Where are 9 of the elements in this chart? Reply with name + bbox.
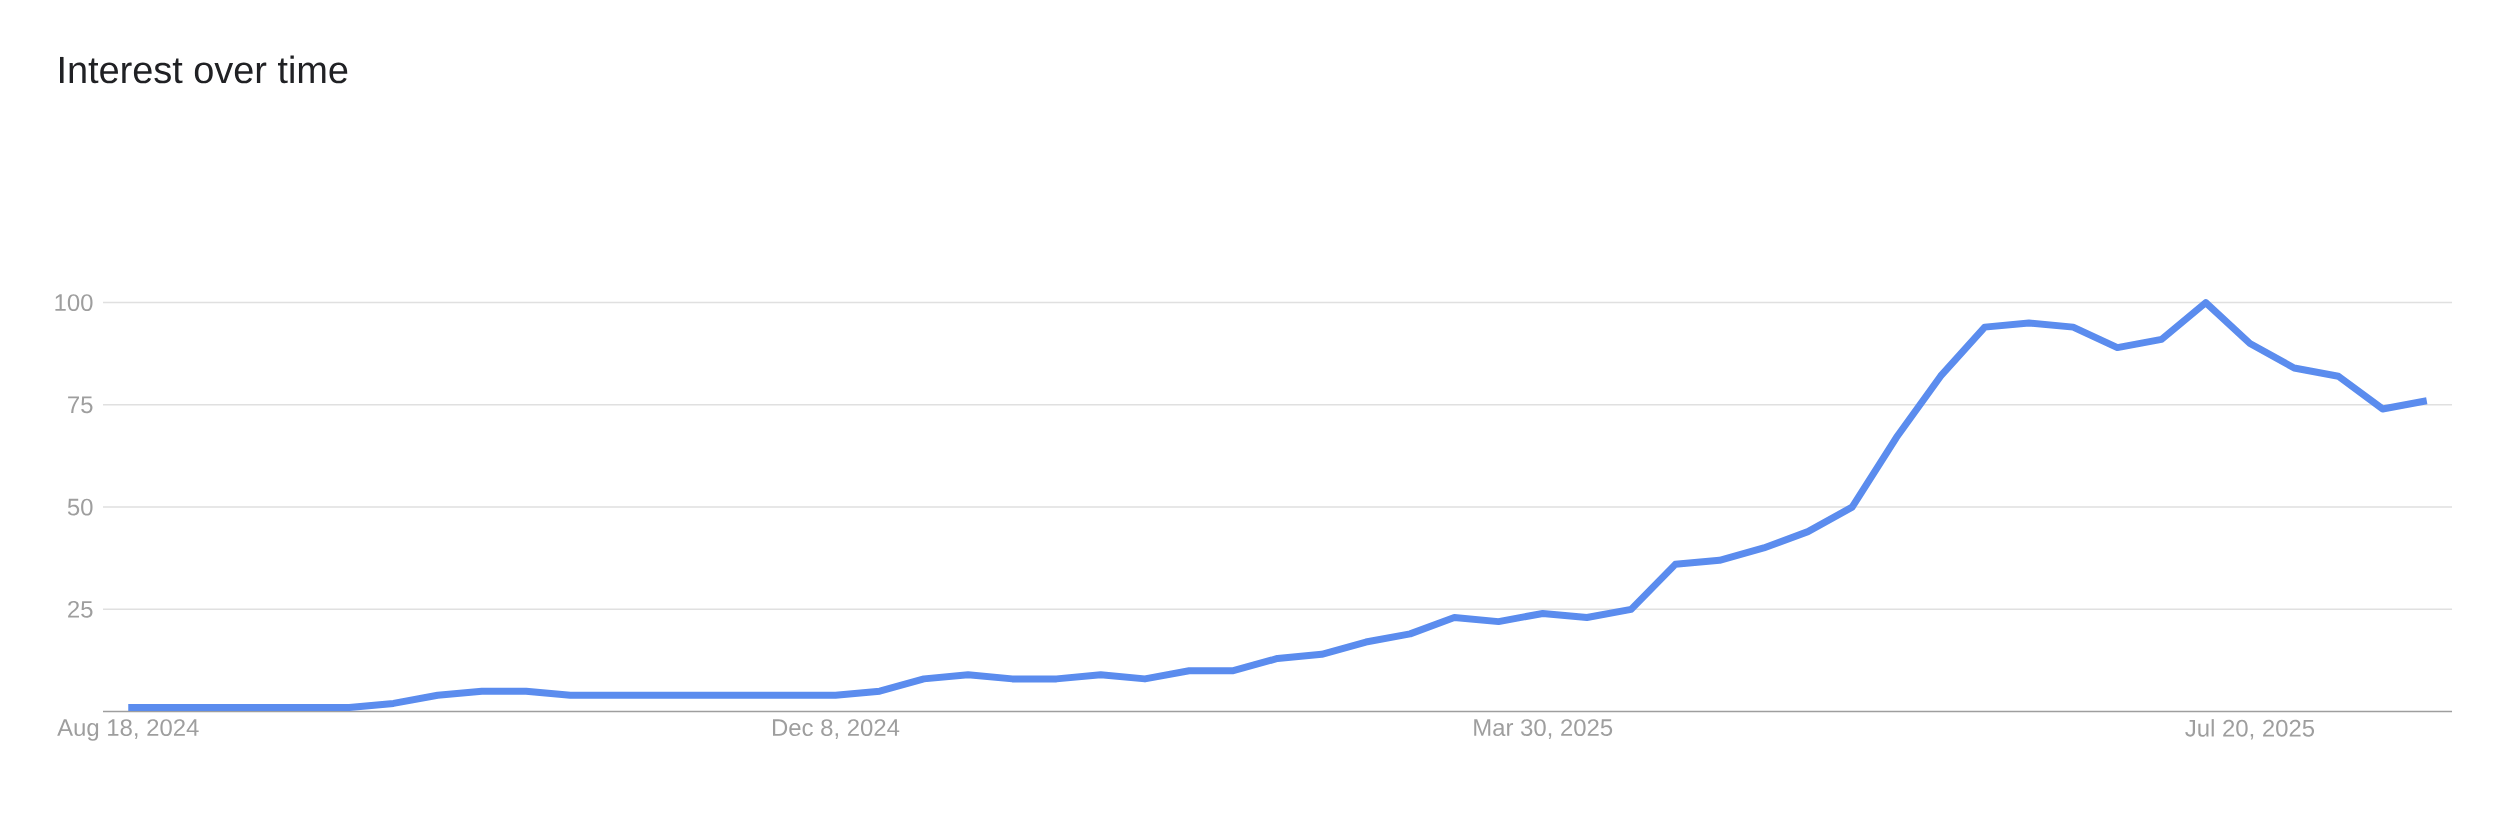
chart-title: Interest over time	[60, 55, 348, 84]
y-tick-label: 25	[68, 600, 93, 618]
y-tick-label: 100	[55, 294, 93, 312]
x-tick-label: Aug 18, 2024	[57, 719, 199, 741]
x-tick-label: Jul 20, 2025	[2185, 719, 2315, 740]
y-tick-label: 75	[68, 396, 93, 414]
x-tick-label: Dec 8, 2024	[772, 719, 900, 739]
y-tick-label: 50	[67, 498, 93, 516]
x-tick-label: Mar 30, 2025	[1474, 719, 1613, 739]
